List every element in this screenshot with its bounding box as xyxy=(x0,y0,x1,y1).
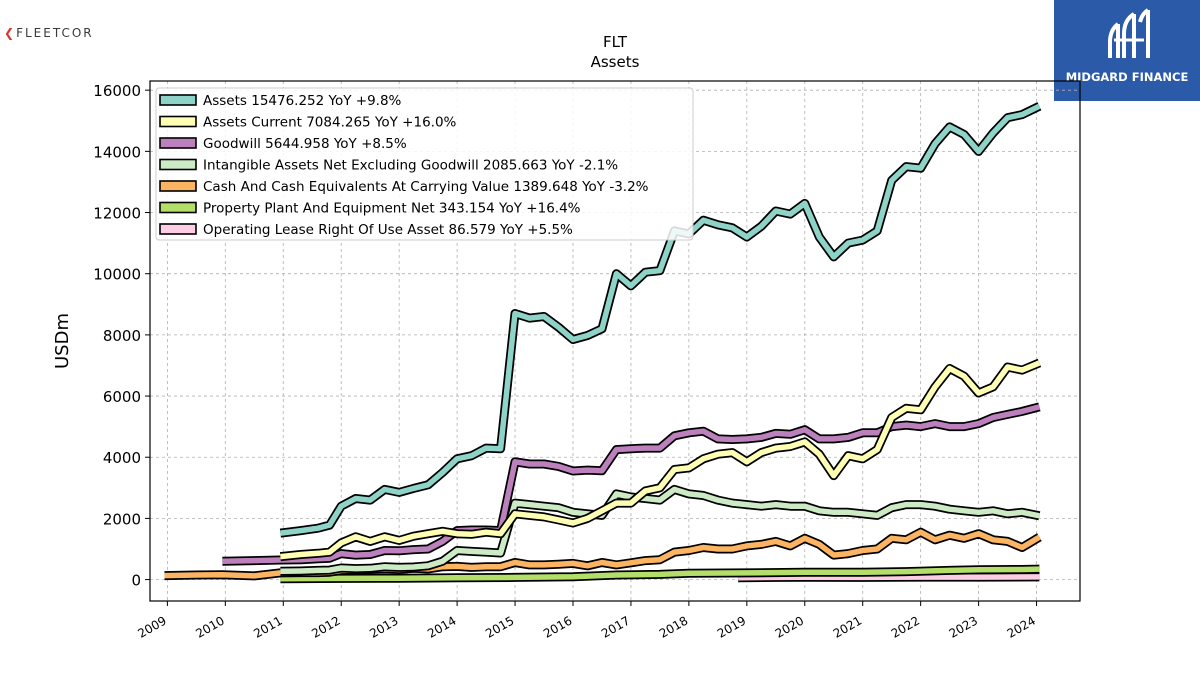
x-tick-label: 2023 xyxy=(947,613,980,640)
x-tick-label: 2014 xyxy=(425,613,458,640)
y-axis-label: USDm xyxy=(52,313,73,369)
x-tick-label: 2011 xyxy=(251,613,284,640)
legend-swatch xyxy=(159,115,197,128)
legend-swatch xyxy=(159,158,197,171)
x-tick-label: 2009 xyxy=(135,613,168,640)
legend-swatch xyxy=(159,180,197,192)
x-axis-ticks: 2009 2010 2011 2012 2013 2014 2015 2016 2017 2018… xyxy=(135,601,1038,641)
legend-entry: Assets 15476.252 YoY +9.8% xyxy=(203,93,402,109)
x-tick-label: 2016 xyxy=(541,613,574,640)
x-tick-label: 2012 xyxy=(309,613,342,640)
legend-swatch xyxy=(159,223,197,235)
fleetcor-logo: ❮ FLEETCOR xyxy=(4,26,94,40)
y-tick-label: 8000 xyxy=(103,327,141,345)
series-line-assets xyxy=(280,103,1041,536)
series-outline-assets-current xyxy=(279,358,1042,562)
series-layer xyxy=(164,102,1042,584)
chart-subtitle: Assets xyxy=(591,53,640,71)
midgard-mark-icon xyxy=(1108,8,1150,58)
series-line-intangible-assets-net-excluding-goodwill xyxy=(280,486,1040,575)
x-tick-label: 2018 xyxy=(657,613,690,640)
chart-title: FLT xyxy=(603,33,628,51)
fleetcor-mark-icon: ❮ xyxy=(4,26,15,40)
y-axis-ticks: 0 2000 4000 6000 8000 10000 12000 14000 16000 xyxy=(93,82,150,590)
x-tick-label: 2019 xyxy=(715,613,748,640)
series-line-goodwill xyxy=(222,404,1041,564)
midgard-logo-text: MIDGARD FINANCE xyxy=(1065,70,1189,84)
y-tick-label: 16000 xyxy=(93,82,141,100)
y-tick-label: 2000 xyxy=(103,510,141,528)
plot-frame xyxy=(149,80,1081,602)
x-tick-label: 2013 xyxy=(367,613,400,640)
legend-entry: Operating Lease Right Of Use Asset 86.57… xyxy=(203,222,573,238)
legend-swatch xyxy=(159,201,197,214)
y-tick-label: 10000 xyxy=(93,266,141,284)
legend-entry: Cash And Cash Equivalents At Carrying Va… xyxy=(203,179,649,195)
x-tick-label: 2024 xyxy=(1005,613,1038,640)
x-tick-label: 2010 xyxy=(193,613,226,640)
series-line-property-plant-and-equipment-net xyxy=(280,566,1040,582)
legend-entry: Property Plant And Equipment Net 343.154… xyxy=(203,201,581,217)
legend-entry: Assets Current 7084.265 YoY +16.0% xyxy=(203,115,457,131)
midgard-finance-logo: MIDGARD FINANCE xyxy=(1054,0,1200,101)
legend: Assets 15476.252 YoY +9.8% Assets Current… xyxy=(155,87,694,241)
legend-swatch xyxy=(159,94,197,106)
x-tick-label: 2020 xyxy=(773,613,806,640)
x-tick-label: 2022 xyxy=(889,613,922,640)
y-tick-label: 12000 xyxy=(93,205,141,223)
fleetcor-logo-text: FLEETCOR xyxy=(16,26,94,40)
x-tick-label: 2017 xyxy=(599,613,632,640)
x-tick-label: 2015 xyxy=(483,613,516,640)
series-line-operating-lease-right-of-use-asset xyxy=(738,574,1040,581)
y-tick-label: 0 xyxy=(131,572,141,590)
y-tick-label: 6000 xyxy=(103,388,141,406)
legend-entry: Intangible Assets Net Excluding Goodwill… xyxy=(203,158,618,174)
legend-swatch xyxy=(159,137,197,149)
y-tick-label: 14000 xyxy=(93,143,141,161)
legend-entry: Goodwill 5644.958 YoY +8.5% xyxy=(203,136,407,152)
legend-box xyxy=(155,87,694,241)
y-tick-label: 4000 xyxy=(103,449,141,467)
x-tick-label: 2021 xyxy=(831,613,864,640)
series-line-assets-current xyxy=(280,360,1041,560)
